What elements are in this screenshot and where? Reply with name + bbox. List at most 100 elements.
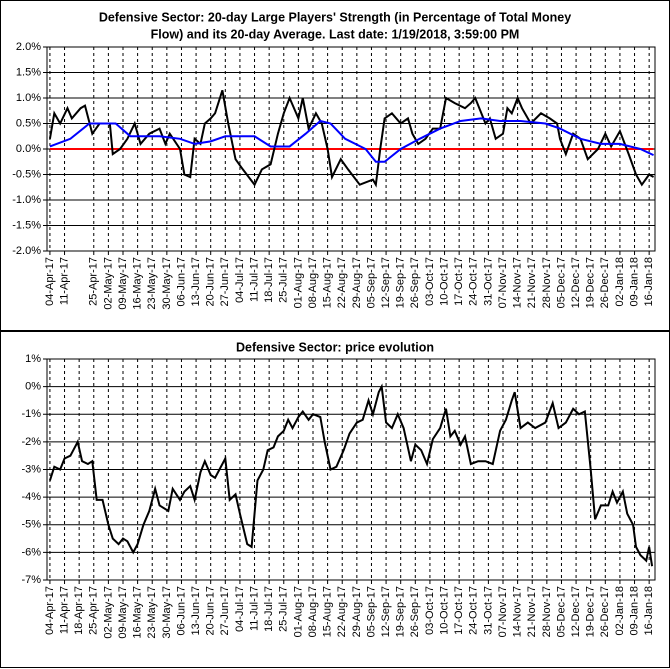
y-tick-label: 1.0% bbox=[16, 92, 41, 104]
y-tick-label: 1% bbox=[25, 353, 41, 365]
x-tick-label: 10-Oct-17 bbox=[438, 586, 450, 635]
y-tick-label: -2.0% bbox=[12, 245, 41, 257]
x-tick-label: 10-Oct-17 bbox=[438, 257, 450, 306]
x-tick-label: 25-Jul-17 bbox=[278, 586, 290, 632]
x-tick-label: 12-Dec-17 bbox=[570, 586, 582, 637]
x-tick-label: 19-Dec-17 bbox=[585, 257, 597, 308]
data-line bbox=[49, 117, 654, 163]
chart-title: Defensive Sector: 20-day Large Players' … bbox=[99, 10, 571, 24]
x-tick-label: 17-Oct-17 bbox=[453, 586, 465, 635]
x-tick-label: 31-Oct-17 bbox=[482, 586, 494, 635]
x-tick-label: 23-May-17 bbox=[146, 586, 158, 639]
x-tick-label: 26-Sep-17 bbox=[409, 586, 421, 637]
x-tick-label: 04-Jul-17 bbox=[234, 257, 246, 303]
x-tick-label: 18-Apr-17 bbox=[73, 586, 85, 635]
y-tick-label: 0% bbox=[25, 381, 41, 393]
x-tick-label: 08-Aug-17 bbox=[307, 257, 319, 308]
y-tick-label: -5% bbox=[21, 519, 41, 531]
x-tick-label: 17-Oct-17 bbox=[453, 257, 465, 306]
x-tick-label: 22-Aug-17 bbox=[336, 586, 348, 637]
y-tick-label: 0.5% bbox=[16, 117, 41, 129]
y-tick-label: 2.0% bbox=[16, 41, 41, 53]
x-tick-label: 19-Sep-17 bbox=[395, 586, 407, 637]
chart-title: Defensive Sector: price evolution bbox=[236, 340, 434, 354]
x-tick-label: 02-Jan-18 bbox=[614, 257, 626, 307]
x-tick-label: 16-Jan-18 bbox=[643, 257, 655, 307]
x-tick-label: 14-Nov-17 bbox=[512, 257, 524, 308]
y-tick-label: -6% bbox=[21, 546, 41, 558]
x-tick-label: 30-May-17 bbox=[161, 257, 173, 310]
x-tick-label: 09-May-17 bbox=[117, 586, 129, 639]
x-tick-label: 06-Jun-17 bbox=[175, 257, 187, 307]
y-tick-label: -7% bbox=[21, 574, 41, 586]
x-tick-label: 30-May-17 bbox=[161, 586, 173, 639]
x-tick-label: 24-Oct-17 bbox=[468, 586, 480, 635]
x-tick-label: 21-Nov-17 bbox=[526, 586, 538, 637]
x-tick-label: 15-Aug-17 bbox=[322, 586, 334, 637]
x-tick-label: 04-Apr-17 bbox=[44, 257, 56, 306]
x-tick-label: 29-Aug-17 bbox=[351, 257, 363, 308]
x-tick-label: 16-Jan-18 bbox=[643, 586, 655, 636]
y-tick-label: -1% bbox=[21, 408, 41, 420]
x-tick-label: 20-Jun-17 bbox=[205, 586, 217, 636]
x-tick-label: 25-Apr-17 bbox=[88, 586, 100, 635]
x-tick-label: 08-Aug-17 bbox=[307, 586, 319, 637]
x-tick-label: 19-Dec-17 bbox=[585, 586, 597, 637]
y-tick-label: -1.5% bbox=[12, 219, 41, 231]
x-tick-label: 13-Jun-17 bbox=[190, 257, 202, 307]
y-tick-label: -0.5% bbox=[12, 168, 41, 180]
y-tick-label: -3% bbox=[21, 463, 41, 475]
x-tick-label: 12-Sep-17 bbox=[380, 586, 392, 637]
y-tick-label: -1.0% bbox=[12, 194, 41, 206]
x-tick-label: 02-May-17 bbox=[102, 586, 114, 639]
x-tick-label: 04-Apr-17 bbox=[44, 586, 56, 635]
x-tick-label: 25-Jul-17 bbox=[278, 257, 290, 303]
x-tick-label: 13-Jun-17 bbox=[190, 586, 202, 636]
x-tick-label: 12-Sep-17 bbox=[380, 257, 392, 308]
y-tick-label: -4% bbox=[21, 491, 41, 503]
x-tick-label: 24-Oct-17 bbox=[468, 257, 480, 306]
x-tick-label: 03-Oct-17 bbox=[424, 586, 436, 635]
x-tick-label: 26-Dec-17 bbox=[599, 586, 611, 637]
x-tick-label: 16-May-17 bbox=[132, 586, 144, 639]
x-tick-label: 26-Dec-17 bbox=[599, 257, 611, 308]
x-tick-label: 19-Sep-17 bbox=[395, 257, 407, 308]
x-tick-label: 14-Nov-17 bbox=[512, 586, 524, 637]
x-tick-label: 29-Aug-17 bbox=[351, 586, 363, 637]
x-tick-label: 11-Apr-17 bbox=[58, 586, 70, 634]
x-tick-label: 03-Oct-17 bbox=[424, 257, 436, 306]
x-tick-label: 23-May-17 bbox=[146, 257, 158, 310]
x-tick-label: 05-Dec-17 bbox=[555, 257, 567, 308]
x-tick-label: 11-Apr-17 bbox=[58, 257, 70, 305]
x-tick-label: 18-Jul-17 bbox=[263, 257, 275, 303]
x-tick-label: 07-Nov-17 bbox=[497, 586, 509, 637]
x-tick-label: 28-Nov-17 bbox=[541, 586, 553, 637]
x-tick-label: 05-Sep-17 bbox=[365, 586, 377, 637]
x-tick-label: 18-Jul-17 bbox=[263, 586, 275, 632]
x-tick-label: 06-Jun-17 bbox=[175, 586, 187, 636]
x-tick-label: 15-Aug-17 bbox=[322, 257, 334, 308]
x-tick-label: 31-Oct-17 bbox=[482, 257, 494, 306]
x-tick-label: 27-Jun-17 bbox=[219, 586, 231, 636]
x-tick-label: 22-Aug-17 bbox=[336, 257, 348, 308]
x-tick-label: 02-Jan-18 bbox=[614, 586, 626, 636]
x-tick-label: 11-Jul-17 bbox=[248, 586, 260, 631]
y-tick-label: -2% bbox=[21, 436, 41, 448]
x-tick-label: 09-Jan-18 bbox=[628, 257, 640, 307]
x-tick-label: 27-Jun-17 bbox=[219, 257, 231, 307]
x-tick-label: 28-Nov-17 bbox=[541, 257, 553, 308]
x-tick-label: 20-Jun-17 bbox=[205, 257, 217, 307]
x-tick-label: 01-Aug-17 bbox=[292, 257, 304, 308]
x-tick-label: 25-Apr-17 bbox=[88, 257, 100, 306]
x-tick-label: 04-Jul-17 bbox=[234, 586, 246, 632]
x-tick-label: 16-May-17 bbox=[132, 257, 144, 310]
x-tick-label: 21-Nov-17 bbox=[526, 257, 538, 308]
x-tick-label: 07-Nov-17 bbox=[497, 257, 509, 308]
x-tick-label: 09-May-17 bbox=[117, 257, 129, 310]
x-tick-label: 01-Aug-17 bbox=[292, 586, 304, 637]
x-tick-label: 26-Sep-17 bbox=[409, 257, 421, 308]
y-tick-label: 1.5% bbox=[16, 66, 41, 78]
x-tick-label: 02-May-17 bbox=[102, 257, 114, 310]
x-tick-label: 05-Dec-17 bbox=[555, 586, 567, 637]
